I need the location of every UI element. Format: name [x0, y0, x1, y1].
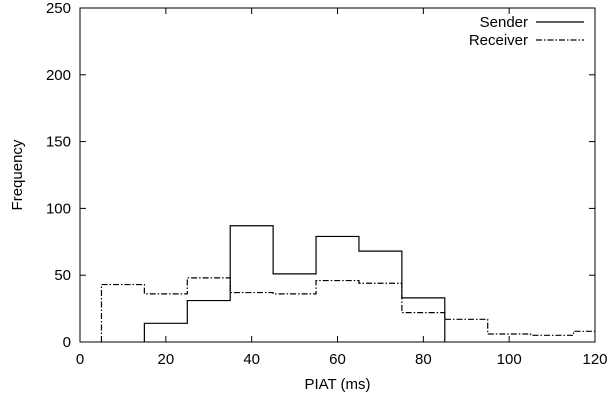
- y-tick-label-3: 150: [46, 134, 71, 151]
- x-tick-label-6: 120: [582, 351, 607, 368]
- y-axis-label: Frequency: [9, 139, 26, 210]
- x-axis-label: PIAT (ms): [304, 376, 370, 393]
- ticks-layer: 0 20 40 60 80 100 120 0 50 100 150 200 250: [46, 0, 608, 368]
- series-layer: [100, 225, 595, 342]
- x-tick-label-5: 100: [497, 351, 522, 368]
- x-tick-label-4: 80: [415, 351, 432, 368]
- y-tick-label-1: 50: [54, 267, 71, 284]
- y-tick-label-2: 100: [46, 200, 71, 217]
- x-tick-label-3: 60: [329, 351, 346, 368]
- x-tick-label-0: 0: [76, 351, 84, 368]
- y-tick-label-5: 250: [46, 0, 71, 17]
- x-tick-label-2: 40: [243, 351, 260, 368]
- legend-label-sender: Sender: [480, 14, 528, 31]
- y-tick-label-0: 0: [63, 334, 71, 351]
- x-tick-label-1: 20: [157, 351, 174, 368]
- plot-frame: [79, 7, 596, 343]
- series-receiver-line: [100, 277, 595, 342]
- y-tick-label-4: 200: [46, 67, 71, 84]
- legend-label-receiver: Receiver: [469, 32, 528, 49]
- series-sender-line: [143, 225, 446, 342]
